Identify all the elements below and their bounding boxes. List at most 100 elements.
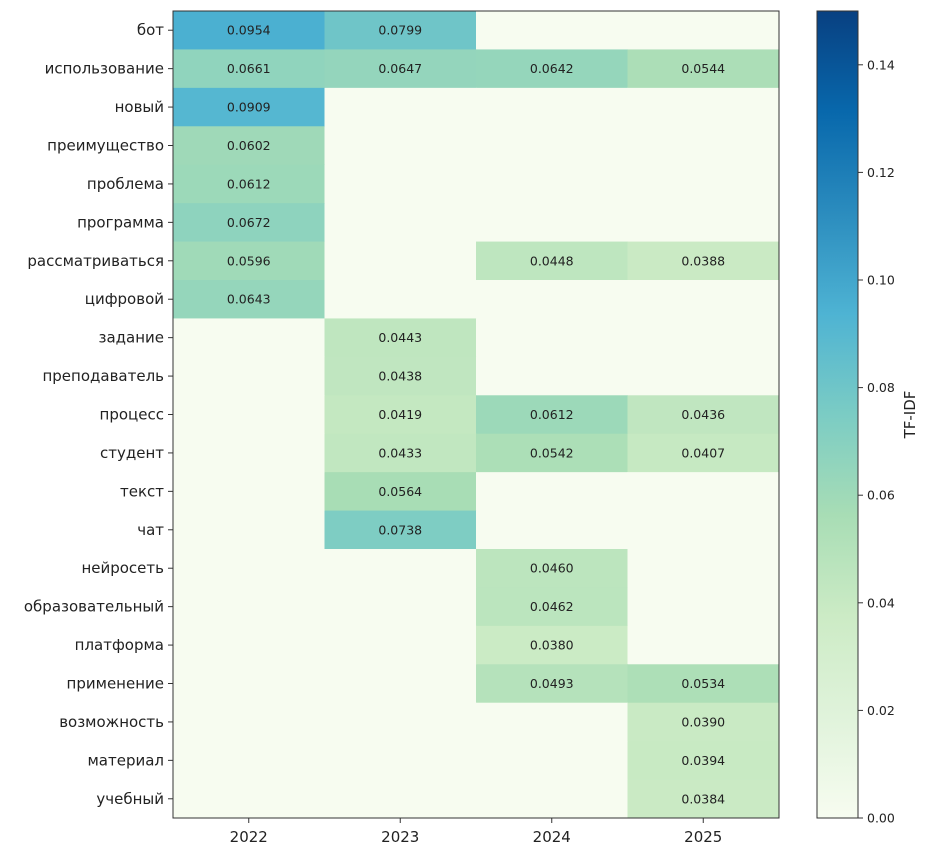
y-tick-label: преподаватель	[42, 367, 164, 385]
heatmap-cell	[324, 549, 477, 588]
colorbar-tick-label: 0.06	[867, 488, 895, 503]
cell-value-label: 0.0799	[378, 23, 422, 38]
heatmap-cell	[627, 702, 780, 742]
colorbar-tick-label: 0.14	[867, 57, 895, 72]
heatmap-cell	[324, 241, 477, 281]
heatmap-cell	[324, 318, 477, 358]
heatmap-cell	[324, 87, 477, 127]
colorbar-tick-label: 0.12	[867, 165, 895, 180]
heatmap-cell	[173, 280, 325, 319]
cell-value-label: 0.0462	[530, 599, 574, 614]
cell-value-label: 0.0493	[530, 676, 574, 691]
heatmap-cell	[173, 356, 325, 396]
heatmap-cell	[627, 280, 780, 319]
heatmap-cell	[173, 664, 325, 704]
heatmap-cell	[324, 395, 477, 435]
cell-value-label: 0.0909	[227, 100, 271, 115]
cell-value-label: 0.0672	[227, 215, 271, 230]
heatmap-cell	[324, 587, 477, 627]
cell-value-label: 0.0388	[681, 253, 725, 268]
y-tick-label: студент	[100, 444, 164, 462]
colorbar-tick-label: 0.00	[867, 811, 895, 826]
x-tick-label: 2025	[684, 828, 722, 846]
cell-value-label: 0.0407	[681, 445, 725, 460]
colorbar-tick-label: 0.02	[867, 703, 895, 718]
heatmap-cell	[627, 625, 780, 665]
heatmap-cell	[173, 87, 325, 127]
heatmap-cell	[476, 318, 628, 358]
heatmap-cell	[627, 164, 780, 204]
heatmap-cell	[476, 702, 628, 742]
x-tick-label: 2024	[533, 828, 571, 846]
heatmap-cell	[324, 126, 477, 166]
y-tick-label: возможность	[59, 713, 164, 731]
heatmap-cell	[173, 49, 325, 89]
colorbar-gradient	[816, 10, 859, 819]
cell-value-label: 0.0433	[378, 445, 422, 460]
heatmap-cell	[324, 510, 477, 550]
colorbar: 0.00 0.02 0.04 0.06 0.08 0.10 0.12 0.14 TF-IDF	[816, 10, 919, 826]
cell-value-label: 0.0642	[530, 61, 574, 76]
heatmap-cell	[627, 318, 780, 358]
heatmap-cell	[627, 11, 780, 50]
heatmap-cell	[627, 549, 780, 588]
heatmap-cell	[324, 472, 477, 512]
heatmap-cell	[173, 395, 325, 435]
heatmap-cell	[627, 664, 780, 704]
cell-value-label: 0.0380	[530, 638, 574, 653]
heatmap-cell	[173, 510, 325, 550]
heatmap-cell	[476, 49, 628, 89]
heatmap-cell	[627, 87, 780, 127]
heatmap-cell	[476, 549, 628, 588]
heatmap-cell	[324, 203, 477, 243]
cell-value-label: 0.0954	[227, 23, 271, 38]
cell-value-label: 0.0661	[227, 61, 271, 76]
y-tick-label: преимущество	[47, 137, 164, 155]
heatmap-cell	[476, 433, 628, 473]
heatmap-cell	[324, 664, 477, 704]
y-tick-label: материал	[87, 751, 164, 769]
cell-value-label: 0.0448	[530, 253, 574, 268]
heatmap-cell	[173, 164, 325, 204]
heatmap-cell	[476, 779, 628, 819]
colorbar-label: TF-IDF	[901, 391, 919, 440]
heatmap-cell	[173, 779, 325, 819]
y-axis: бот использование новый преимущество проблем…	[24, 21, 173, 808]
heatmap-cell	[476, 625, 628, 665]
heatmap-cell	[476, 510, 628, 550]
colorbar-tick-label: 0.04	[867, 595, 895, 610]
cell-value-label: 0.0460	[530, 561, 574, 576]
y-tick-label: новый	[115, 98, 164, 116]
y-tick-label: нейросеть	[81, 559, 164, 577]
heatmap-cell	[627, 241, 780, 281]
heatmap-cell	[173, 318, 325, 358]
cell-value-label: 0.0612	[227, 176, 271, 191]
heatmap-cell	[627, 203, 780, 243]
heatmap-cell	[324, 356, 477, 396]
cell-value-label: 0.0384	[681, 791, 725, 806]
heatmap-cell	[476, 11, 628, 50]
y-tick-label: платформа	[75, 636, 164, 654]
heatmap-cell	[476, 87, 628, 127]
cell-value-label: 0.0738	[378, 522, 422, 537]
y-tick-label: текст	[120, 482, 164, 500]
heatmap-cell	[324, 11, 477, 50]
heatmap-cell	[173, 472, 325, 512]
cell-annotations: 0.0954 0.0799 0.0661 0.0647 0.0642 0.0544 0.09…	[227, 23, 725, 807]
cell-value-label: 0.0542	[530, 445, 574, 460]
cell-value-label: 0.0438	[378, 369, 422, 384]
colorbar-tick-label: 0.08	[867, 380, 895, 395]
heatmap-cells	[173, 11, 780, 819]
cell-value-label: 0.0596	[227, 253, 271, 268]
heatmap-cell	[324, 49, 477, 89]
heatmap-cell	[173, 11, 325, 50]
cell-value-label: 0.0394	[681, 753, 725, 768]
heatmap-cell	[173, 587, 325, 627]
heatmap-cell	[173, 241, 325, 281]
heatmap-cell	[476, 741, 628, 781]
heatmap-cell	[324, 702, 477, 742]
y-tick-label: цифровой	[85, 290, 164, 308]
y-tick-label: программа	[77, 213, 164, 231]
heatmap-cell	[324, 164, 477, 204]
